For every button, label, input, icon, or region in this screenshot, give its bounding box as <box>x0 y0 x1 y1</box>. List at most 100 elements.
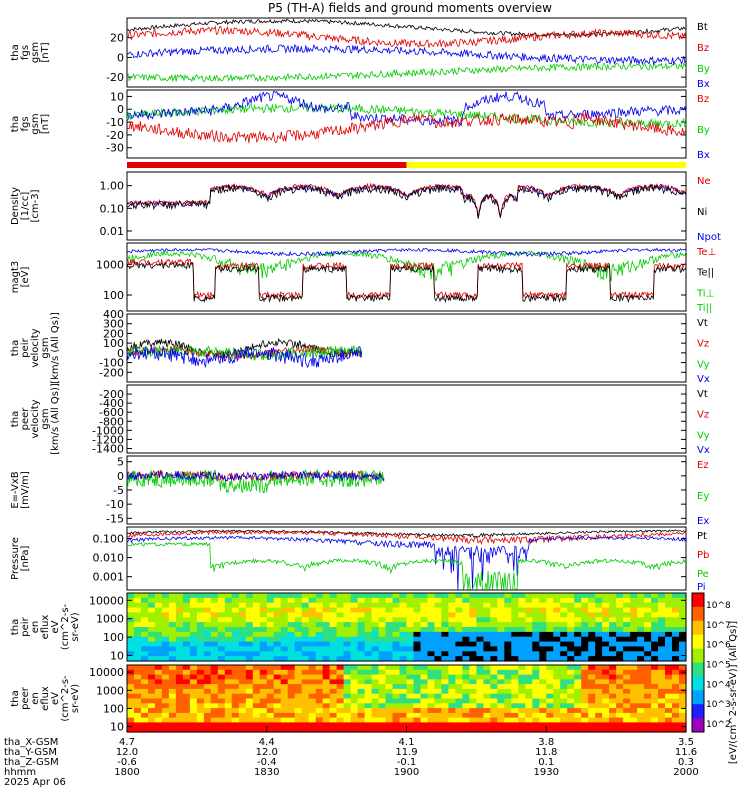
colorbar-segment <box>692 690 704 705</box>
spectrogram-cell <box>280 656 289 662</box>
spectrogram-cell <box>455 679 463 685</box>
spectrogram-cell <box>679 684 687 690</box>
spectrogram-cell <box>378 703 387 709</box>
spectrogram-cell <box>497 669 505 676</box>
spectrogram-cell <box>399 727 408 733</box>
spectrogram-cell <box>581 636 589 643</box>
colorbar-tick-label: 10^4 <box>706 680 731 690</box>
spectrogram-cell <box>378 607 387 614</box>
spectrogram-cell <box>322 636 331 643</box>
spectrogram-cell <box>350 712 359 719</box>
spectrogram-cell <box>525 684 533 690</box>
spectrogram-cell <box>350 708 359 714</box>
spectrogram-cell <box>511 708 519 714</box>
spectrogram-cell <box>141 669 149 676</box>
spectrogram-cell <box>252 722 261 728</box>
colorbar: 10^810^710^610^510^410^310^2[eV/(cm^2-s-… <box>691 592 739 764</box>
spectrogram-cell <box>630 636 638 643</box>
spectrogram-cell <box>420 651 429 657</box>
spectrogram-cell <box>399 602 408 609</box>
spectrogram-cell <box>525 727 533 733</box>
spectrogram-cell <box>518 656 526 662</box>
spectrogram-cell <box>259 708 268 714</box>
spectrogram-cell <box>315 717 324 723</box>
spectrogram-cell <box>406 688 415 695</box>
spectrogram-cell <box>399 593 408 599</box>
spectrogram-cell <box>434 602 442 609</box>
spectrogram-cell <box>518 641 526 648</box>
spectrogram-cell <box>406 622 415 628</box>
spectrogram-cell <box>399 684 408 690</box>
spectrogram-cell <box>196 717 205 723</box>
spectrogram-cell <box>560 703 568 709</box>
spectrogram-cell <box>392 674 401 680</box>
spectrogram-cell <box>385 698 394 704</box>
spectrogram-cell <box>245 684 254 690</box>
spectrogram-cell <box>259 593 268 599</box>
spectrogram-cell <box>266 722 275 728</box>
spectrogram-cell <box>378 698 387 704</box>
spectrogram-cell <box>203 646 212 652</box>
spectrogram-cell <box>301 641 310 648</box>
legend-ni: Ni <box>697 207 707 218</box>
y-axis-label-line: [nT] <box>40 42 51 62</box>
spectrogram-cell <box>134 665 142 671</box>
spectrogram-cell <box>658 712 666 719</box>
spectrogram-cell <box>161 646 170 652</box>
spectrogram-cell <box>630 703 638 709</box>
spectrogram-cell <box>525 622 533 628</box>
spectrogram-cell <box>672 669 680 676</box>
spectrogram-cell <box>127 627 135 633</box>
spectrogram-cell <box>245 665 254 671</box>
spectrogram-cell <box>161 656 170 662</box>
spectrogram-cell <box>560 665 568 671</box>
spectrogram-cell <box>217 708 226 714</box>
y-axis-label: thapeervelocitygsm[km/s (All Qs)] <box>10 383 61 455</box>
y-axis-label-line: [km/s (All Qs)] <box>50 383 61 455</box>
y-axis-label-line: Pressure <box>10 537 21 580</box>
spectrogram-cell <box>315 617 324 623</box>
spectrogram-cell <box>280 641 289 648</box>
spectrogram-cell <box>609 607 617 614</box>
y-axis-label-line: sr-eV) <box>70 612 81 641</box>
spectrogram-cell <box>644 631 652 638</box>
spectrogram-cell <box>315 593 324 599</box>
spectrogram-cell <box>581 651 589 657</box>
spectrogram-cell <box>413 727 422 733</box>
spectrogram-cell <box>483 597 491 604</box>
spectrogram-cell <box>238 646 247 652</box>
spectrogram-cell <box>238 656 247 662</box>
spectrogram-cell <box>546 627 554 633</box>
spectrogram-cell <box>182 703 191 709</box>
spectrogram-cell <box>329 622 338 628</box>
spectrogram-cell <box>189 688 198 695</box>
legend-ey: Ey <box>697 491 709 502</box>
spectrogram-cell <box>294 674 303 680</box>
spectrogram-cell <box>343 622 352 628</box>
spectrogram-cell <box>196 636 205 643</box>
spectrogram-cell <box>616 674 624 680</box>
spectrogram-cell <box>420 622 429 628</box>
spectrogram-cell <box>609 674 617 680</box>
spectrogram-cell <box>665 631 673 638</box>
spectrogram-cell <box>161 698 170 704</box>
spectrogram-cell <box>651 688 659 695</box>
spectrogram-cell <box>294 631 303 638</box>
panel-frame <box>126 89 687 159</box>
spectrogram-cell <box>141 679 149 685</box>
spectrogram-cell <box>490 593 498 599</box>
spectrogram-cell <box>595 627 603 633</box>
spectrogram-cell <box>329 717 338 723</box>
colorbar-segment <box>692 662 704 677</box>
y-axis-label-line: [1/cc] <box>20 192 31 221</box>
spectrogram-cell <box>441 722 449 728</box>
spectrogram-cell <box>623 669 631 676</box>
spectrogram-cell <box>651 727 659 733</box>
legend-pi: Pi <box>697 582 706 593</box>
spectrogram-cell <box>315 703 324 709</box>
spectrogram-cell <box>315 693 324 700</box>
spectrogram-cell <box>525 612 533 618</box>
spectrogram-cell <box>651 631 659 638</box>
legend-bz: Bz <box>697 94 709 105</box>
spectrogram-cell <box>679 679 687 685</box>
